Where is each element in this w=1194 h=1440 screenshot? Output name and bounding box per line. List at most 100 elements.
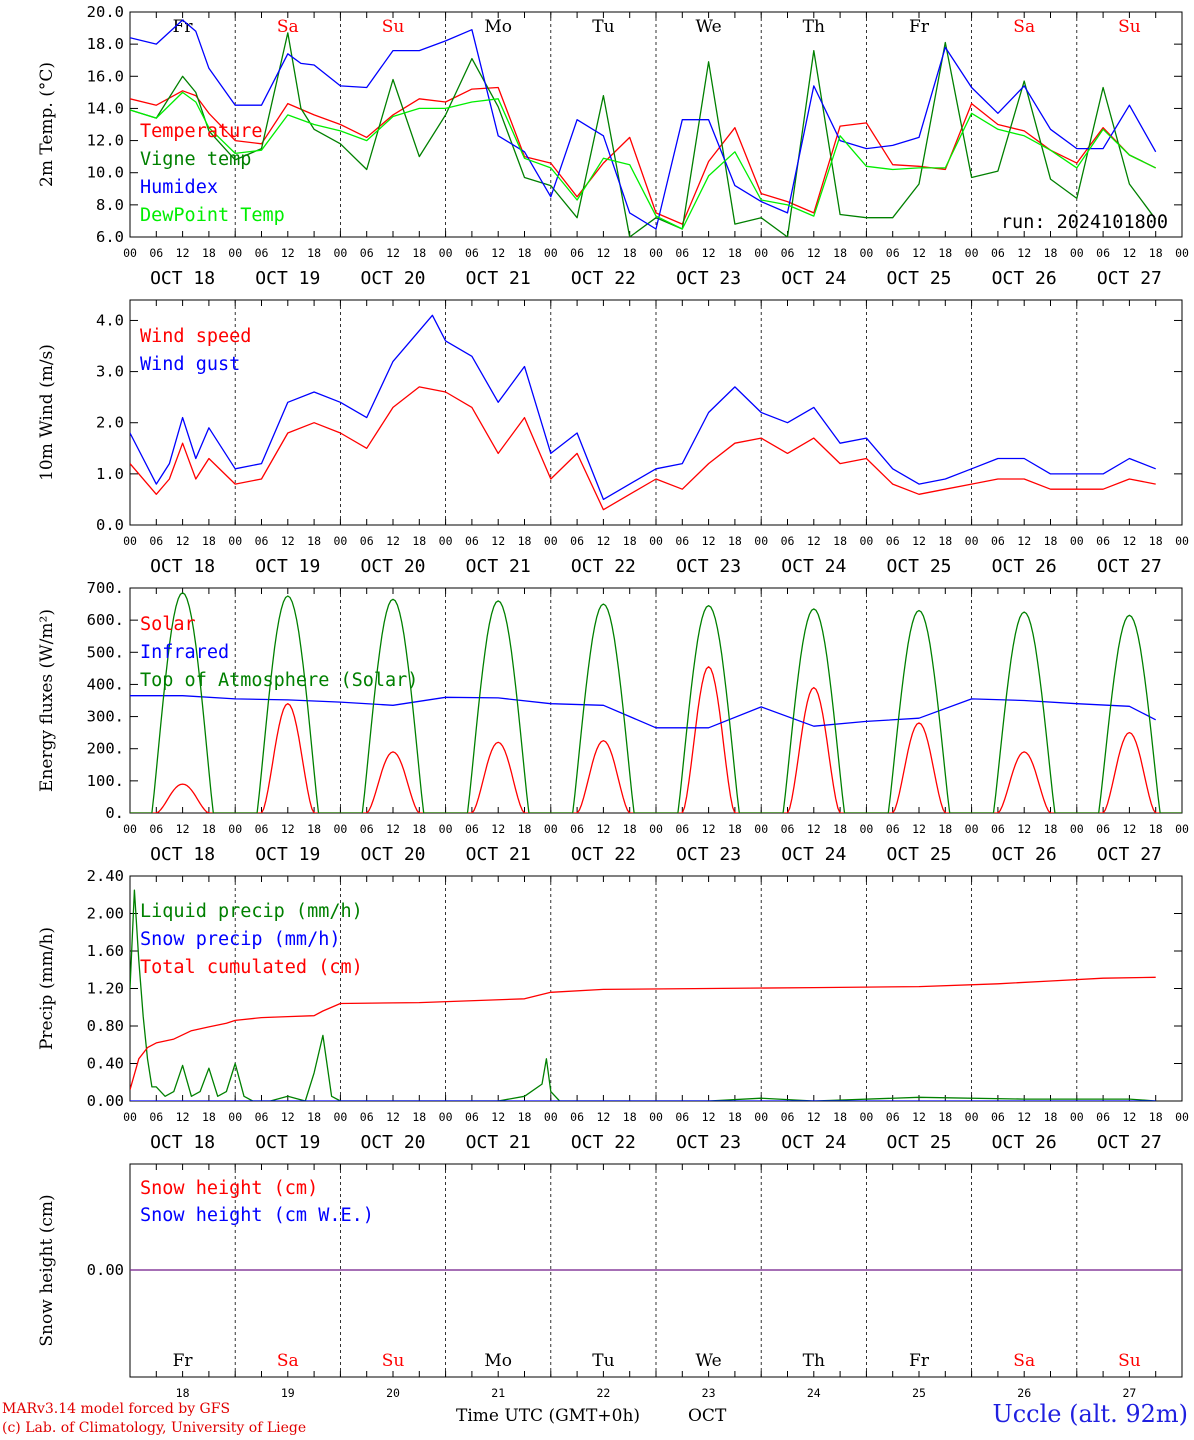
series-line xyxy=(130,32,1157,237)
y-tick-label: 2.40 xyxy=(87,867,124,885)
x-hour-label: 18 xyxy=(412,822,426,836)
x-hour-label: 00 xyxy=(859,822,873,836)
x-hour-label: 06 xyxy=(465,1110,479,1124)
x-hour-label: 18 xyxy=(623,822,637,836)
day-name-label: We xyxy=(696,17,722,37)
model-credit: MARv3.14 model forced by GFS xyxy=(2,1401,231,1417)
x-hour-label: 00 xyxy=(965,246,979,260)
x-hour-label: 12 xyxy=(912,1110,926,1124)
x-hour-label: 18 xyxy=(307,246,321,260)
legend-entry: Snow height (cm) xyxy=(140,1178,318,1199)
y-tick-label: 700. xyxy=(87,579,124,597)
x-hour-label: 12 xyxy=(1122,1110,1136,1124)
x-date-label: OCT 23 xyxy=(676,1132,741,1153)
series-group xyxy=(130,19,1157,237)
x-hour-label: 12 xyxy=(702,1110,716,1124)
x-date-label: OCT 24 xyxy=(781,1132,846,1153)
x-hour-label: 00 xyxy=(544,246,558,260)
x-hour-label: 18 xyxy=(412,534,426,548)
x-hour-label: 18 xyxy=(1044,246,1058,260)
x-day-number: 25 xyxy=(912,1386,926,1400)
legend-entry: Snow precip (mm/h) xyxy=(140,929,340,950)
series-line xyxy=(130,19,1157,230)
series-line xyxy=(130,386,1156,511)
x-hour-label: 06 xyxy=(570,822,584,836)
day-name-label: Sa xyxy=(1013,1351,1035,1371)
x-hour-label: 18 xyxy=(412,246,426,260)
x-hour-label: 00 xyxy=(1175,534,1189,548)
x-hour-label: 18 xyxy=(833,246,847,260)
x-date-label: OCT 25 xyxy=(886,556,951,577)
legend-entry: DewPoint Temp xyxy=(140,205,285,226)
x-hour-label: 06 xyxy=(255,534,269,548)
day-name-label: We xyxy=(696,1351,722,1371)
x-hour-label: 06 xyxy=(149,246,163,260)
legend-entry: Solar xyxy=(140,614,196,635)
precip-axis-title: Precip (mm/h) xyxy=(37,927,57,1050)
temp-axis-title: 2m Temp. (°C) xyxy=(37,62,57,187)
y-tick-label: 400. xyxy=(87,675,124,693)
x-hour-label: 18 xyxy=(307,1110,321,1124)
x-hour-label: 18 xyxy=(728,246,742,260)
x-axis-month: OCT xyxy=(688,1406,727,1426)
x-date-label: OCT 20 xyxy=(360,556,425,577)
x-hour-label: 06 xyxy=(360,246,374,260)
x-hour-label: 18 xyxy=(728,822,742,836)
x-hour-label: 00 xyxy=(965,822,979,836)
y-tick-label: 2.0 xyxy=(96,414,124,432)
x-hour-label: 00 xyxy=(649,1110,663,1124)
x-hour-label: 06 xyxy=(675,822,689,836)
y-tick-label: 600. xyxy=(87,611,124,629)
legend-entry: Humidex xyxy=(140,177,218,198)
x-hour-label: 18 xyxy=(833,534,847,548)
x-date-label: OCT 20 xyxy=(360,268,425,289)
series-line xyxy=(130,695,1156,729)
x-hour-label: 06 xyxy=(886,246,900,260)
day-name-label: Fr xyxy=(909,17,930,37)
x-hour-label: 06 xyxy=(149,1110,163,1124)
day-name-label: Tu xyxy=(592,17,614,37)
y-tick-label: 2.00 xyxy=(87,905,124,923)
x-hour-label: 00 xyxy=(228,1110,242,1124)
x-hour-label: 06 xyxy=(991,822,1005,836)
x-hour-label: 00 xyxy=(333,822,347,836)
y-tick-label: 500. xyxy=(87,643,124,661)
x-date-label: OCT 23 xyxy=(676,844,741,865)
x-hour-label: 12 xyxy=(491,534,505,548)
x-hour-label: 00 xyxy=(754,1110,768,1124)
x-date-label: OCT 27 xyxy=(1097,268,1162,289)
x-hour-label: 06 xyxy=(1096,822,1110,836)
x-hour-label: 00 xyxy=(123,246,137,260)
x-hour-label: 06 xyxy=(570,534,584,548)
series-line xyxy=(130,976,1156,1090)
legend-entry: Wind gust xyxy=(140,354,240,375)
x-hour-label: 12 xyxy=(807,534,821,548)
x-hour-label: 00 xyxy=(1070,534,1084,548)
x-hour-label: 06 xyxy=(255,1110,269,1124)
y-tick-label: 18.0 xyxy=(87,35,124,53)
day-name-label: Sa xyxy=(277,1351,299,1371)
x-hour-label: 06 xyxy=(465,246,479,260)
x-hour-label: 18 xyxy=(938,246,952,260)
x-date-label: OCT 24 xyxy=(781,556,846,577)
x-hour-label: 18 xyxy=(202,246,216,260)
series-line xyxy=(130,666,1182,813)
x-hour-label: 06 xyxy=(675,246,689,260)
x-hour-label: 12 xyxy=(596,246,610,260)
x-hour-label: 00 xyxy=(965,1110,979,1124)
day-name-label: Fr xyxy=(173,1351,194,1371)
day-name-label: Mo xyxy=(484,1351,512,1371)
x-date-label: OCT 22 xyxy=(571,844,636,865)
y-tick-label: 0.00 xyxy=(87,1261,124,1279)
x-hour-label: 18 xyxy=(623,246,637,260)
x-date-label: OCT 27 xyxy=(1097,844,1162,865)
x-day-number: 22 xyxy=(596,1386,610,1400)
x-hour-label: 18 xyxy=(307,822,321,836)
x-hour-label: 06 xyxy=(570,246,584,260)
y-tick-label: 200. xyxy=(87,740,124,758)
x-hour-label: 00 xyxy=(333,246,347,260)
x-date-label: OCT 22 xyxy=(571,1132,636,1153)
x-hour-label: 12 xyxy=(702,534,716,548)
x-date-label: OCT 21 xyxy=(466,268,531,289)
x-date-label: OCT 24 xyxy=(781,844,846,865)
